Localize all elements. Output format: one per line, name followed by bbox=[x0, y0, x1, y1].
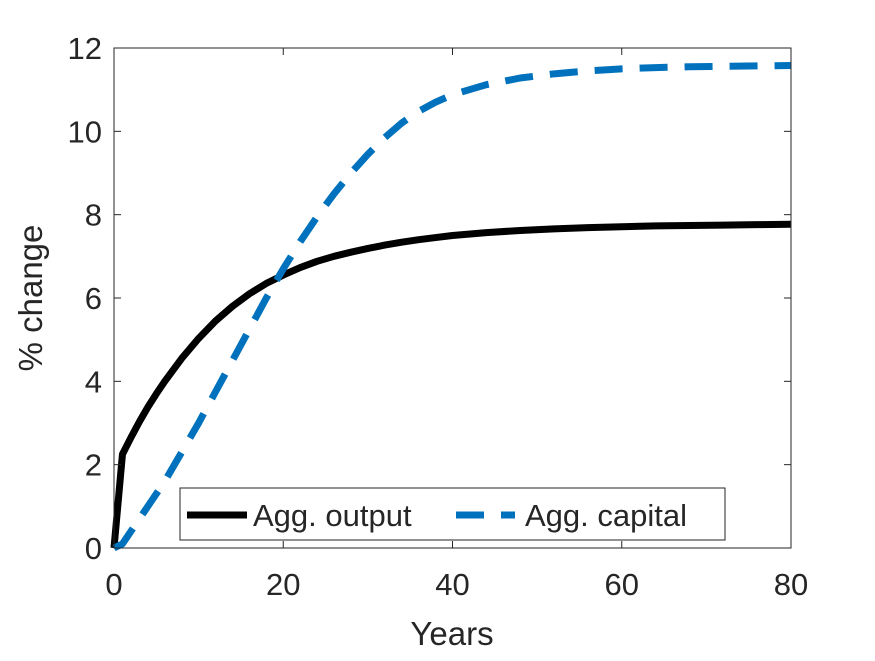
x-tick-label: 80 bbox=[774, 567, 808, 602]
y-tick-label: 6 bbox=[85, 281, 102, 316]
x-axis-label: Years bbox=[410, 615, 493, 652]
plot-background bbox=[114, 48, 791, 548]
x-tick-label: 60 bbox=[605, 567, 639, 602]
y-tick-label: 12 bbox=[68, 31, 102, 66]
series-line-agg-output bbox=[110, 220, 792, 549]
legend-capital-label: Agg. capital bbox=[525, 498, 687, 533]
x-tick-label: 0 bbox=[105, 567, 122, 602]
y-axis-tick-labels: 0 2 4 6 8 10 12 bbox=[68, 31, 102, 566]
series-layer bbox=[110, 62, 792, 552]
x-axis-ticks bbox=[113, 48, 792, 548]
y-tick-label: 10 bbox=[68, 114, 102, 149]
y-axis-label: % change bbox=[12, 225, 49, 372]
legend: Agg. output Agg. capital bbox=[179, 487, 726, 541]
legend-box bbox=[179, 487, 726, 541]
legend-output-label: Agg. output bbox=[253, 498, 412, 533]
y-tick-label: 0 bbox=[85, 531, 102, 566]
y-tick-label: 2 bbox=[85, 448, 102, 483]
series-line-agg-capital bbox=[112, 62, 792, 552]
y-axis-ticks bbox=[114, 47, 791, 549]
x-axis-tick-labels: 0 20 40 60 80 bbox=[105, 567, 808, 602]
y-tick-label: 4 bbox=[85, 364, 102, 399]
y-tick-label: 8 bbox=[85, 198, 102, 233]
x-tick-label: 40 bbox=[435, 567, 469, 602]
x-tick-label: 20 bbox=[266, 567, 300, 602]
